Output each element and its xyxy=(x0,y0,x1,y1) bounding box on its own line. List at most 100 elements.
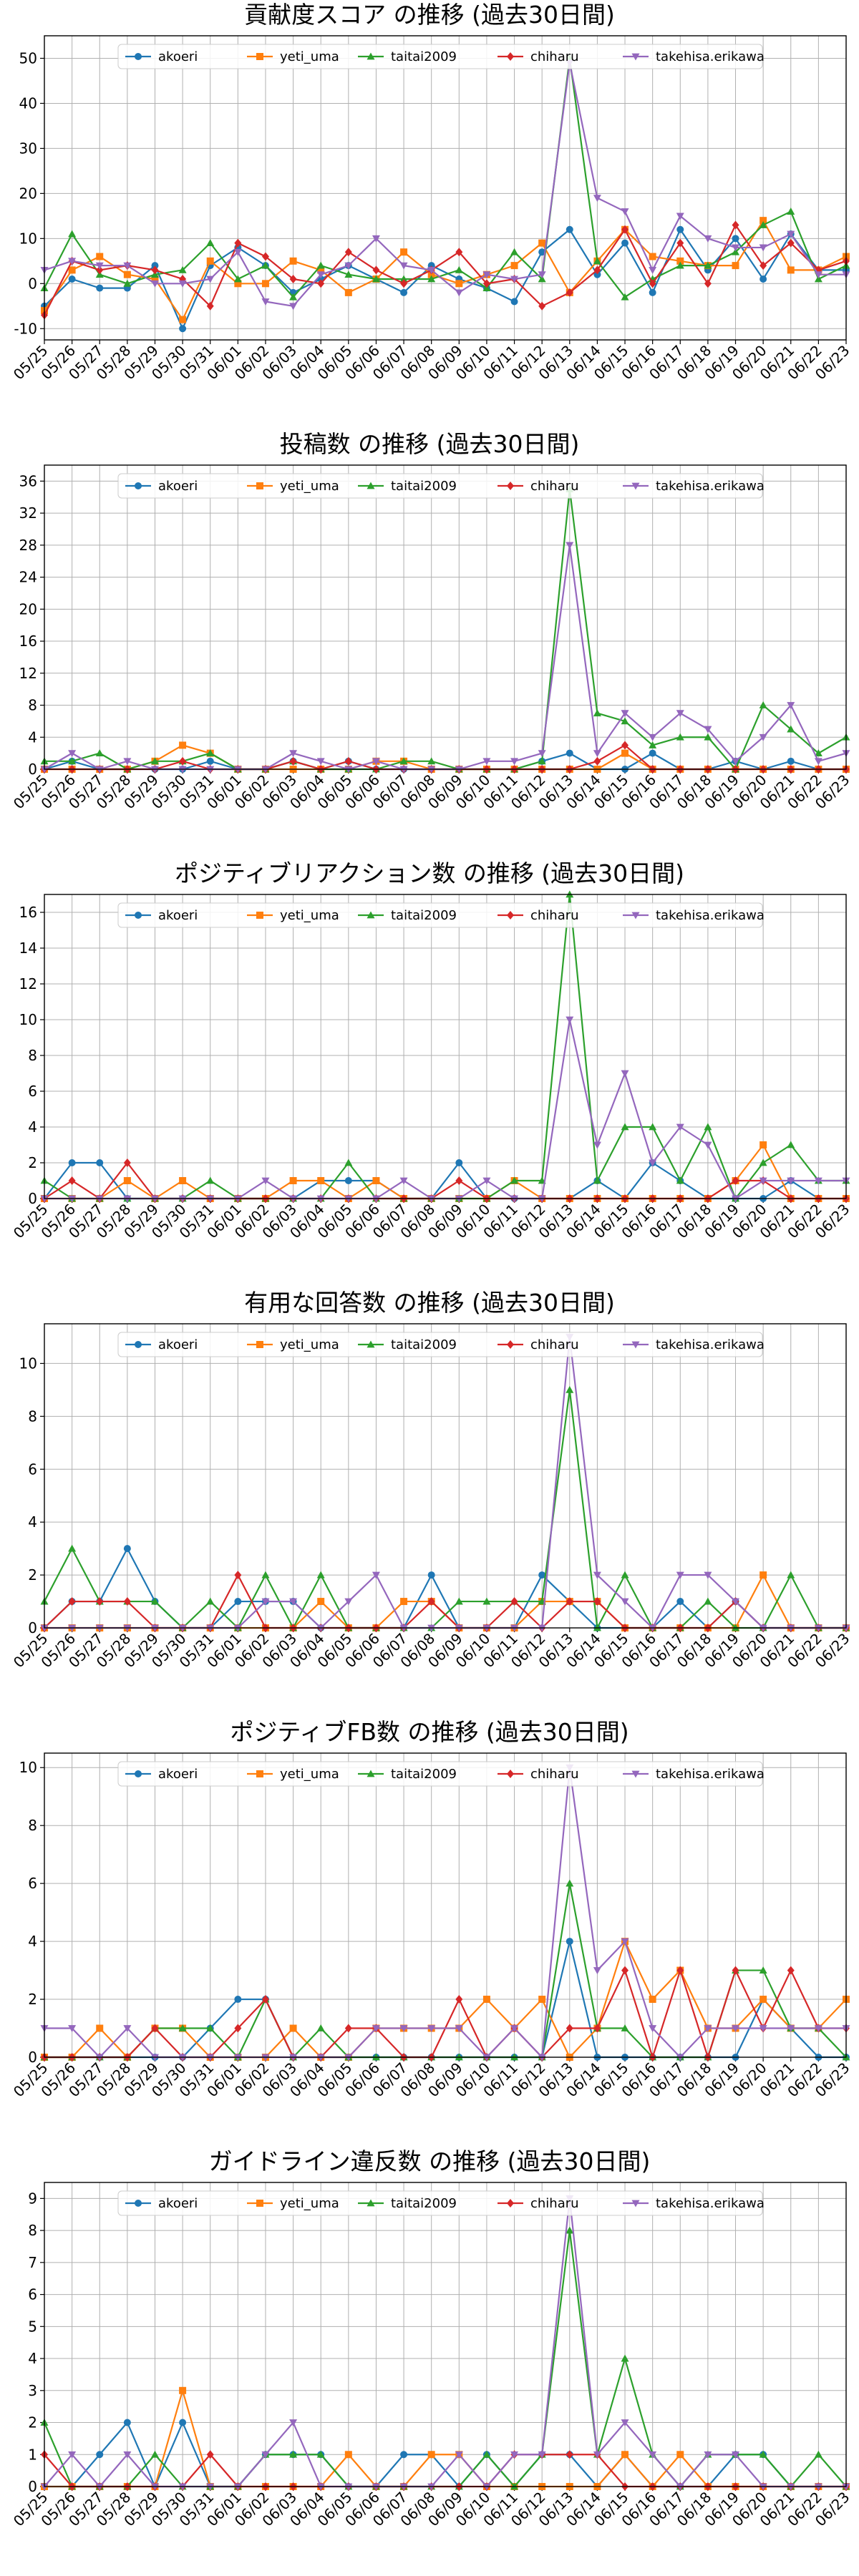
data-point xyxy=(621,1571,629,1579)
data-point xyxy=(510,2025,519,2033)
data-point xyxy=(759,220,767,228)
data-point xyxy=(649,741,657,748)
y-tick-label: 0 xyxy=(28,275,37,292)
data-point xyxy=(344,2024,352,2033)
data-point xyxy=(123,279,132,287)
data-point xyxy=(510,262,518,270)
data-point xyxy=(787,757,795,765)
legend-marker xyxy=(135,53,142,60)
data-point xyxy=(289,293,298,301)
chart-panel-5: ポジティブFB数 の推移 (過去30日間) 0 2 4 6 8 10 05/2505/2605… xyxy=(10,1718,853,2100)
series-line xyxy=(44,2197,846,2488)
data-point xyxy=(759,733,767,741)
series-line xyxy=(44,893,846,1200)
data-point xyxy=(593,756,601,766)
data-point xyxy=(372,275,380,283)
legend-box xyxy=(117,2190,763,2216)
data-point xyxy=(676,2451,684,2459)
data-point xyxy=(566,1385,574,1393)
chart-title: ポジティブFB数 の推移 (過去30日間) xyxy=(230,1718,629,1746)
data-point xyxy=(206,2024,215,2031)
data-point xyxy=(151,2024,159,2033)
data-point xyxy=(316,271,325,279)
data-point xyxy=(289,1598,298,1606)
data-point xyxy=(372,235,380,243)
y-axis-ticks: 0 2 4 6 8 10 xyxy=(19,1759,44,2066)
data-point xyxy=(593,257,601,265)
legend-marker xyxy=(135,912,142,919)
data-point xyxy=(150,757,159,765)
chart-title: ガイドライン違反数 の推移 (過去30日間) xyxy=(209,2147,651,2175)
data-point xyxy=(621,2354,629,2362)
legend-item-yeti_uma: yeti_uma xyxy=(247,908,339,923)
data-point xyxy=(233,275,242,283)
legend-marker xyxy=(367,52,375,60)
chart-panel-1: 貢献度スコア の推移 (過去30日間) -10 0 10 20 30 40 50 05/2505… xyxy=(10,1,853,383)
legend-marker xyxy=(256,1770,263,1777)
series-yeti_uma xyxy=(41,2386,850,2490)
data-point xyxy=(400,288,408,296)
data-point xyxy=(455,2025,463,2033)
data-point xyxy=(593,1967,601,1975)
data-point xyxy=(123,2025,132,2033)
data-point xyxy=(289,1177,297,1184)
data-point xyxy=(455,1995,463,2004)
legend-marker xyxy=(507,482,514,490)
legend-label: taitai2009 xyxy=(391,908,457,923)
series-takehisa.erikawa xyxy=(40,1334,850,1632)
legend-marker xyxy=(367,1340,375,1348)
data-point xyxy=(482,2450,491,2458)
data-point xyxy=(732,1176,739,1185)
y-tick-label: 4 xyxy=(28,2350,37,2367)
data-point xyxy=(372,1177,380,1184)
grid xyxy=(44,2182,847,2487)
data-point xyxy=(621,225,629,234)
data-point xyxy=(96,2451,104,2459)
data-point xyxy=(538,1571,546,1579)
data-point xyxy=(482,279,490,288)
y-tick-label: 8 xyxy=(28,1047,37,1064)
data-point xyxy=(649,288,656,296)
x-axis-ticks: 05/2505/2605/2705/2805/2905/3005/3106/01… xyxy=(10,2487,853,2529)
data-point xyxy=(759,1158,767,1166)
data-point xyxy=(814,749,822,757)
legend-label: taitai2009 xyxy=(391,479,457,494)
data-point xyxy=(68,2451,77,2459)
data-point xyxy=(787,725,795,733)
series-line xyxy=(44,1548,846,1629)
y-axis-ticks: 0 4 8 12 16 20 24 28 32 36 xyxy=(19,472,44,778)
data-point xyxy=(344,248,352,257)
legend-item-takehisa.erikawa: takehisa.erikawa xyxy=(623,479,765,494)
data-point xyxy=(261,1571,270,1579)
data-point xyxy=(234,238,242,248)
y-tick-label: 8 xyxy=(28,697,37,714)
y-tick-label: 30 xyxy=(19,140,37,157)
y-tick-label: 0 xyxy=(28,2478,37,2495)
data-point xyxy=(427,757,436,765)
y-tick-label: 16 xyxy=(19,633,37,650)
legend-item-yeti_uma: yeti_uma xyxy=(247,479,339,494)
data-point xyxy=(206,275,215,283)
data-point xyxy=(814,758,822,766)
data-point xyxy=(538,248,546,256)
data-point xyxy=(151,262,159,270)
plot-frame xyxy=(44,894,847,1199)
data-point xyxy=(649,267,657,274)
data-point xyxy=(538,239,546,247)
data-point xyxy=(732,262,739,270)
legend-label: taitai2009 xyxy=(391,1337,457,1352)
data-point xyxy=(399,2025,408,2033)
data-point xyxy=(178,280,187,288)
y-tick-label: 8 xyxy=(28,1407,37,1425)
y-tick-label: 12 xyxy=(19,975,37,992)
data-point xyxy=(676,1598,684,1606)
data-point xyxy=(621,710,629,718)
legend-marker xyxy=(507,1340,514,1349)
data-point xyxy=(150,280,159,288)
y-tick-label: 6 xyxy=(28,1875,37,1892)
data-point xyxy=(372,758,380,766)
data-point xyxy=(261,280,269,288)
data-point xyxy=(649,1123,657,1131)
data-point xyxy=(261,298,270,306)
